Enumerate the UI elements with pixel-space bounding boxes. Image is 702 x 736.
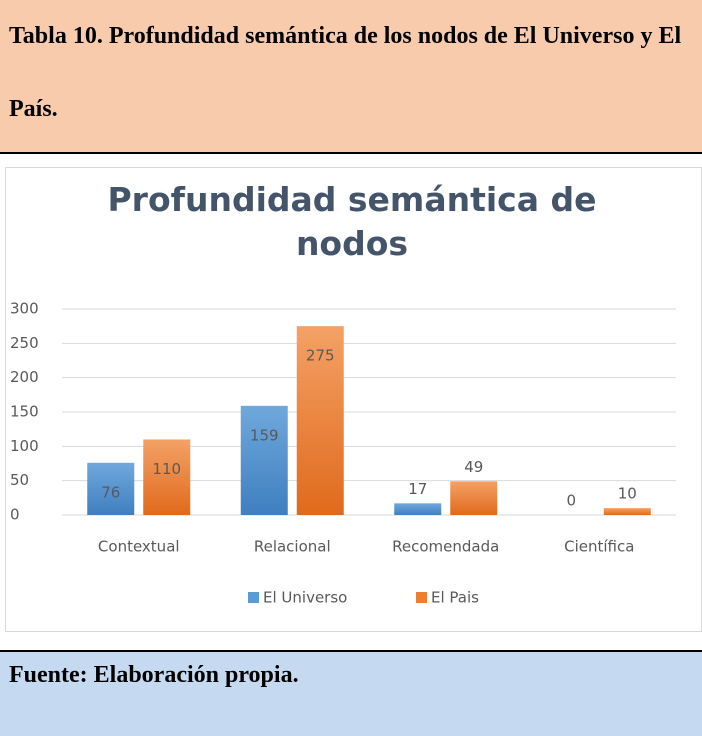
x-tick-label: Recomendada <box>392 538 499 556</box>
y-tick-label: 300 <box>10 300 39 318</box>
value-label: 159 <box>250 426 279 444</box>
y-tick-label: 150 <box>10 403 39 421</box>
legend-swatch <box>248 592 259 603</box>
value-label: 49 <box>464 458 483 476</box>
value-label: 10 <box>618 485 637 503</box>
bar <box>240 405 288 515</box>
y-tick-label: 50 <box>10 471 29 489</box>
header-title: Tabla 10. Profundidad semántica de los n… <box>9 23 682 122</box>
x-tick-label: Contextual <box>98 538 180 556</box>
footer: Fuente: Elaboración propia. <box>0 650 702 736</box>
legend-swatch <box>416 592 427 603</box>
value-label: 110 <box>152 460 181 478</box>
y-tick-label: 0 <box>10 506 20 524</box>
y-tick-label: 100 <box>10 437 39 455</box>
bar <box>143 439 191 515</box>
bar <box>394 503 442 515</box>
legend-label: El Universo <box>263 589 347 607</box>
x-tick-label: Relacional <box>254 538 331 556</box>
bar <box>296 326 344 515</box>
bar <box>450 481 498 515</box>
x-tick-label: Científica <box>564 538 634 556</box>
bar <box>603 508 651 515</box>
value-label: 0 <box>566 492 576 510</box>
value-label: 275 <box>306 347 335 365</box>
header: Tabla 10. Profundidad semántica de los n… <box>0 0 702 154</box>
y-tick-label: 200 <box>10 368 39 386</box>
value-label: 17 <box>408 480 427 498</box>
bar <box>87 462 135 515</box>
chart-title: Profundidad semántica de nodos <box>107 180 597 263</box>
legend-label: El Pais <box>431 589 479 607</box>
value-label: 76 <box>101 483 120 501</box>
footer-source: Fuente: Elaboración propia. <box>9 662 299 688</box>
y-tick-label: 250 <box>10 334 39 352</box>
